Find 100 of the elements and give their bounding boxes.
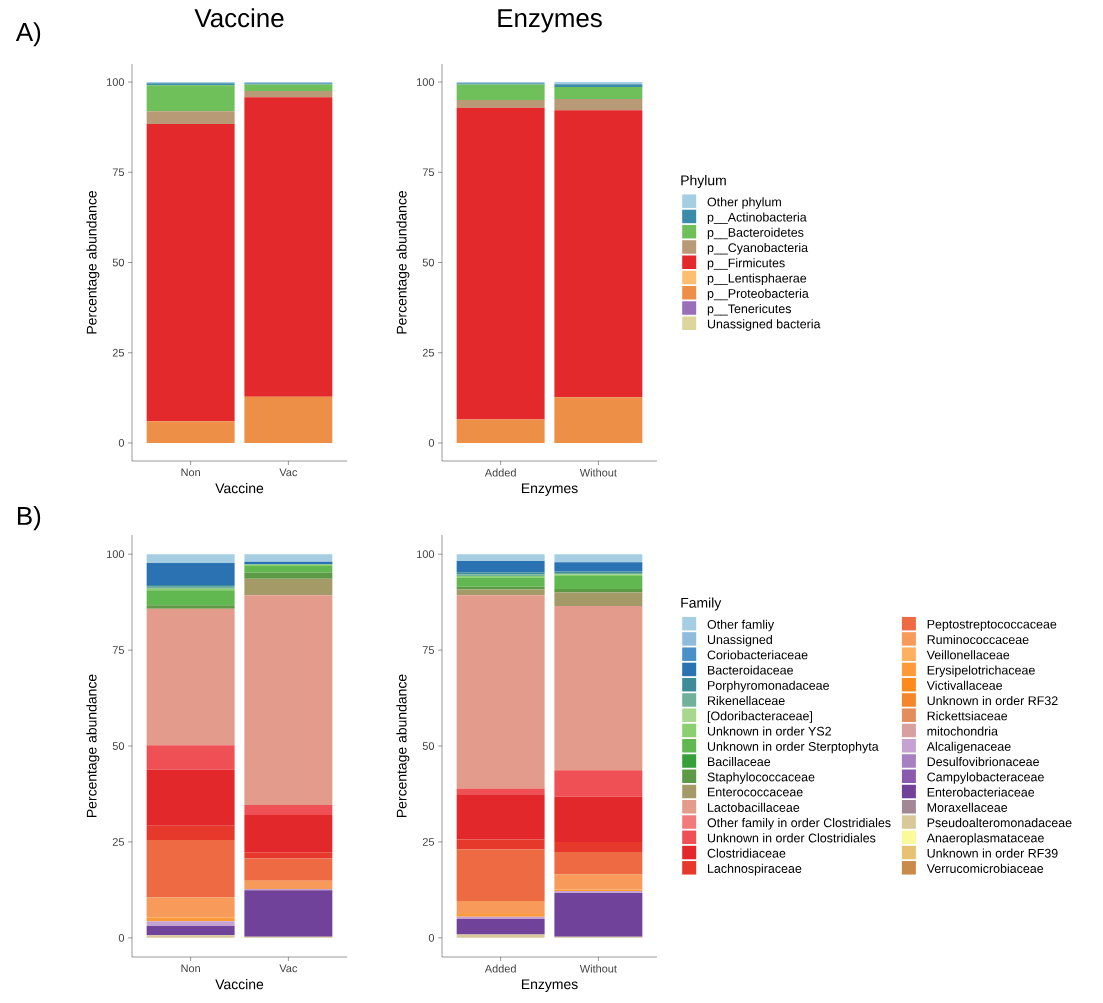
legend-label: Other phylum [707, 197, 781, 209]
bar [554, 110, 643, 398]
bar [146, 563, 235, 585]
x-tick-label: Without [579, 964, 617, 973]
x-tick-label: Vac [279, 468, 298, 477]
y-tick-label: 100 [417, 78, 435, 86]
bar [244, 805, 333, 816]
legend-label: Ruminococcaceae [927, 634, 1029, 645]
x-tick-label: Non [181, 468, 200, 477]
legend-label: Victivallaceae [926, 680, 1003, 690]
y-tick-label: 75 [422, 646, 435, 654]
bar [456, 419, 545, 443]
legend-label: Moraxellaceae [927, 802, 1008, 812]
bar [244, 91, 333, 98]
y-tick-label: 25 [422, 838, 435, 846]
bar [244, 852, 333, 859]
bar [244, 396, 333, 443]
bar [456, 561, 545, 573]
bar [554, 397, 643, 443]
x-tick-label: Non [181, 964, 200, 973]
x-axis-title: Enzymes [521, 483, 578, 496]
legend-label: Other family in order Clostridiales [707, 818, 891, 830]
legend-label: [Odoribacteraceae] [707, 711, 813, 723]
legend-label: Veillonellaceae [926, 650, 1010, 660]
bar [456, 84, 545, 101]
y-tick-label: 0 [428, 933, 435, 942]
x-axis-title: Enzymes [521, 979, 578, 992]
bar [554, 851, 643, 875]
bar [554, 554, 643, 563]
bar [456, 107, 545, 420]
legend-label: Unknown in order Sterptophyta [707, 741, 879, 754]
bar [456, 839, 545, 850]
y-tick-label: 100 [107, 550, 125, 559]
bar [146, 605, 235, 609]
legend-label: Rikenellaceae [708, 695, 785, 706]
bar [554, 87, 643, 100]
bar [146, 421, 235, 443]
y-axis-title: Percentage abundance [396, 674, 410, 817]
bar [146, 935, 235, 938]
legend-label: Verrucomicrobiaceae [926, 863, 1044, 873]
legend-label: Unassigned [707, 634, 772, 647]
legend-label: Bacillaceae [708, 756, 771, 767]
bar [456, 794, 545, 840]
y-tick-label: 100 [417, 550, 435, 559]
bar [244, 595, 333, 806]
bar [456, 901, 545, 915]
legend-label: Lactobacillaceae [708, 802, 800, 812]
bar [554, 592, 643, 606]
legend-label: p__Tenericutes [707, 303, 792, 316]
bar [146, 111, 235, 124]
text: A) [15, 22, 41, 47]
bar [554, 796, 643, 842]
x-tick-label: Vac [279, 964, 298, 973]
legend-label: Unknown in order YS2 [707, 726, 831, 736]
x-axis-title: Vaccine [215, 979, 264, 990]
legend-label: Staphylococcaceae [707, 772, 815, 784]
y-tick-label: 0 [428, 439, 435, 447]
legend-label: Pseudoalteromonadaceae [927, 818, 1072, 828]
chart-title: Enzymes [498, 9, 602, 33]
bar [244, 97, 333, 397]
bar [456, 849, 545, 901]
legend-label: p__Proteobacteria [707, 288, 809, 301]
legend-label: Anaeroplasmataceae [926, 833, 1044, 845]
bar [554, 605, 643, 771]
bar [146, 925, 235, 936]
y-tick-label: 50 [422, 742, 435, 750]
x-tick-label: Added [484, 468, 516, 477]
bar [456, 589, 545, 596]
y-tick-label: 25 [112, 838, 125, 846]
bar [456, 554, 545, 562]
legend-label: Enterococcaceae [708, 787, 803, 797]
y-tick-label: 75 [422, 168, 435, 177]
bar [146, 554, 235, 564]
y-axis-title: Percentage abundance [396, 191, 410, 334]
bar [146, 608, 235, 746]
y-tick-label: 25 [112, 348, 125, 357]
y-tick-label: 50 [422, 258, 435, 267]
y-tick-label: 75 [112, 646, 125, 654]
bar [146, 897, 235, 918]
bar [554, 99, 643, 111]
bar [244, 890, 333, 937]
y-tick-label: 50 [112, 742, 125, 750]
legend-title: Family [681, 597, 722, 611]
bar [554, 770, 643, 797]
bar [146, 745, 235, 770]
legend-label: p__Lentisphaerae [707, 273, 807, 286]
bar [146, 123, 235, 422]
legend-label: Porphyromonadaceae [708, 680, 829, 693]
x-axis-title: Vaccine [215, 483, 264, 494]
legend-label: Erysipelotrichaceae [927, 665, 1035, 678]
legend-label: Unknown in order RF39 [927, 848, 1058, 858]
legend-label: p__Actinobacteria [707, 212, 807, 225]
legend-label: Unassigned bacteria [707, 319, 821, 331]
legend-label: Clostridiaceae [707, 848, 786, 858]
y-tick-label: 0 [118, 933, 125, 942]
bar [244, 566, 333, 573]
legend-label: Rickettsiaceae [927, 711, 1008, 721]
bar [244, 572, 333, 579]
bar [554, 892, 643, 937]
legend-title: Phylum [681, 175, 726, 189]
